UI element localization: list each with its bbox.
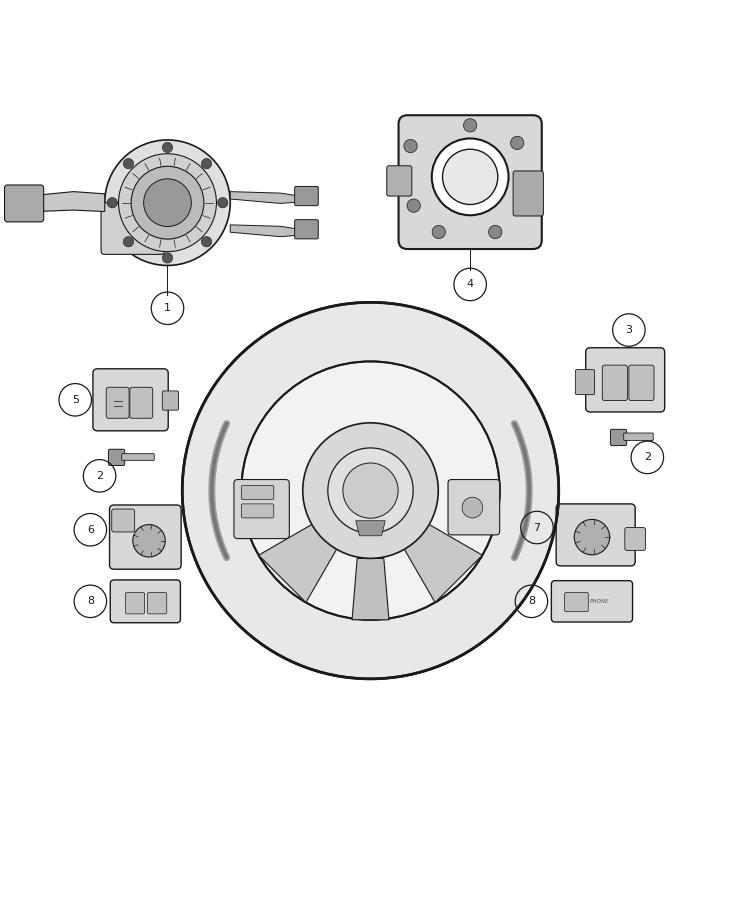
Polygon shape xyxy=(20,192,104,211)
Polygon shape xyxy=(182,302,559,679)
FancyBboxPatch shape xyxy=(130,387,153,418)
FancyBboxPatch shape xyxy=(242,485,273,500)
FancyBboxPatch shape xyxy=(110,505,181,569)
FancyBboxPatch shape xyxy=(295,220,319,238)
Circle shape xyxy=(404,140,417,153)
FancyBboxPatch shape xyxy=(122,454,154,460)
Text: 5: 5 xyxy=(72,395,79,405)
Text: 7: 7 xyxy=(534,523,540,533)
FancyBboxPatch shape xyxy=(162,391,179,410)
Circle shape xyxy=(119,154,216,252)
Text: 8: 8 xyxy=(87,597,94,607)
Circle shape xyxy=(131,166,204,239)
FancyBboxPatch shape xyxy=(551,580,633,622)
Circle shape xyxy=(123,158,133,169)
Polygon shape xyxy=(230,225,299,237)
Circle shape xyxy=(303,423,438,558)
Circle shape xyxy=(464,119,476,132)
Text: 6: 6 xyxy=(87,525,94,535)
Circle shape xyxy=(343,463,398,518)
FancyBboxPatch shape xyxy=(602,365,628,400)
Text: 3: 3 xyxy=(625,325,632,335)
Text: 2: 2 xyxy=(644,453,651,463)
FancyBboxPatch shape xyxy=(125,592,144,614)
FancyBboxPatch shape xyxy=(110,580,180,623)
FancyBboxPatch shape xyxy=(575,370,594,394)
Circle shape xyxy=(123,237,133,247)
FancyBboxPatch shape xyxy=(93,369,168,431)
FancyBboxPatch shape xyxy=(4,185,44,222)
Circle shape xyxy=(462,497,482,518)
FancyBboxPatch shape xyxy=(629,365,654,400)
FancyBboxPatch shape xyxy=(585,347,665,412)
Circle shape xyxy=(488,225,502,238)
Circle shape xyxy=(202,237,212,247)
Circle shape xyxy=(182,302,559,679)
Circle shape xyxy=(442,149,498,204)
Polygon shape xyxy=(230,192,299,203)
Text: 8: 8 xyxy=(528,597,535,607)
FancyBboxPatch shape xyxy=(399,115,542,249)
FancyBboxPatch shape xyxy=(611,429,627,445)
Text: 2: 2 xyxy=(96,471,103,481)
Polygon shape xyxy=(356,521,385,535)
Circle shape xyxy=(162,142,173,153)
Circle shape xyxy=(432,139,508,215)
FancyBboxPatch shape xyxy=(625,527,645,551)
FancyBboxPatch shape xyxy=(295,186,319,205)
Circle shape xyxy=(432,225,445,238)
FancyBboxPatch shape xyxy=(448,480,499,535)
Text: 1: 1 xyxy=(164,303,171,313)
Circle shape xyxy=(517,186,530,200)
Polygon shape xyxy=(259,525,336,602)
Circle shape xyxy=(144,179,191,227)
FancyBboxPatch shape xyxy=(513,171,543,216)
FancyBboxPatch shape xyxy=(234,480,289,538)
Text: 4: 4 xyxy=(467,280,473,290)
Polygon shape xyxy=(352,558,389,620)
FancyBboxPatch shape xyxy=(242,504,273,518)
Circle shape xyxy=(107,197,117,208)
FancyBboxPatch shape xyxy=(147,592,167,614)
Circle shape xyxy=(162,253,173,263)
Circle shape xyxy=(202,158,212,169)
FancyBboxPatch shape xyxy=(387,166,412,196)
FancyBboxPatch shape xyxy=(565,592,588,612)
Text: PHONE: PHONE xyxy=(590,598,609,604)
Circle shape xyxy=(407,199,420,212)
Polygon shape xyxy=(405,525,482,602)
FancyBboxPatch shape xyxy=(624,433,654,440)
Circle shape xyxy=(328,448,413,534)
Circle shape xyxy=(104,140,230,266)
FancyBboxPatch shape xyxy=(106,387,129,418)
FancyBboxPatch shape xyxy=(101,202,165,255)
FancyBboxPatch shape xyxy=(108,449,124,465)
Circle shape xyxy=(133,525,165,557)
Circle shape xyxy=(511,136,524,149)
FancyBboxPatch shape xyxy=(112,509,135,532)
Circle shape xyxy=(218,197,228,208)
FancyBboxPatch shape xyxy=(556,504,635,566)
Circle shape xyxy=(574,519,610,554)
